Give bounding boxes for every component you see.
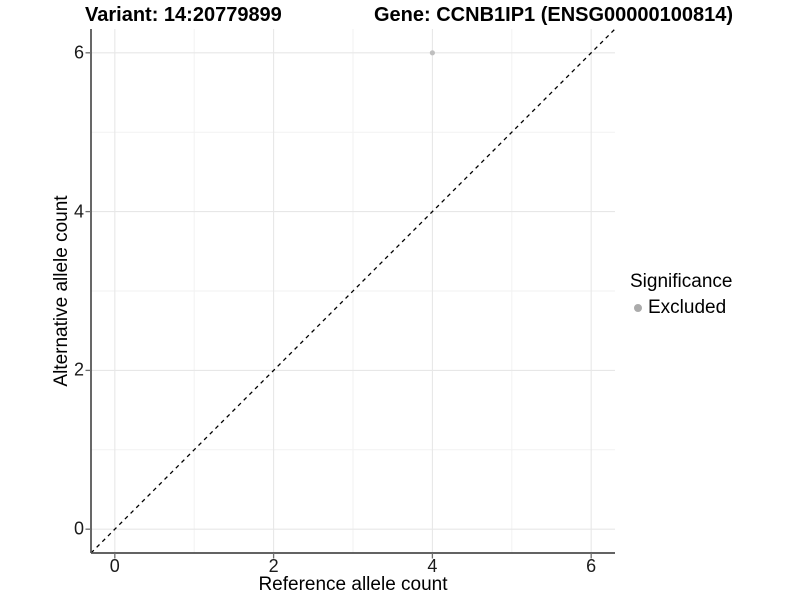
plot-title-variant: Variant: 14:20779899 (85, 4, 282, 26)
plot-title-gene: Gene: CCNB1IP1 (ENSG00000100814) (374, 4, 734, 26)
y-tick-label: 4 (73, 201, 84, 222)
x-tick-label: 6 (586, 556, 597, 576)
identity-dashed-line (90, 28, 616, 554)
y-tick-label: 0 (73, 518, 84, 539)
y-tick-label: 2 (73, 359, 84, 380)
legend-item-excluded: Excluded (630, 297, 732, 319)
legend-title: Significance (630, 271, 733, 292)
y-axis-tick-labels: 0 2 4 6 (0, 29, 84, 553)
x-tick-label: 2 (268, 556, 279, 576)
legend: Significance Excluded (630, 271, 732, 319)
x-tick-label: 4 (427, 556, 438, 576)
x-axis-tick-labels: 0 2 4 6 (91, 556, 615, 578)
x-axis-title: Reference allele count (258, 574, 448, 595)
data-point (429, 50, 435, 56)
plot-panel-svg (85, 28, 616, 559)
x-tick-label: 0 (109, 556, 120, 576)
y-tick-label: 6 (73, 42, 84, 63)
y-axis-title: Alternative allele count (51, 195, 72, 387)
legend-point-icon (634, 304, 642, 312)
plot-panel (85, 28, 616, 559)
legend-item-label: Excluded (648, 297, 727, 318)
